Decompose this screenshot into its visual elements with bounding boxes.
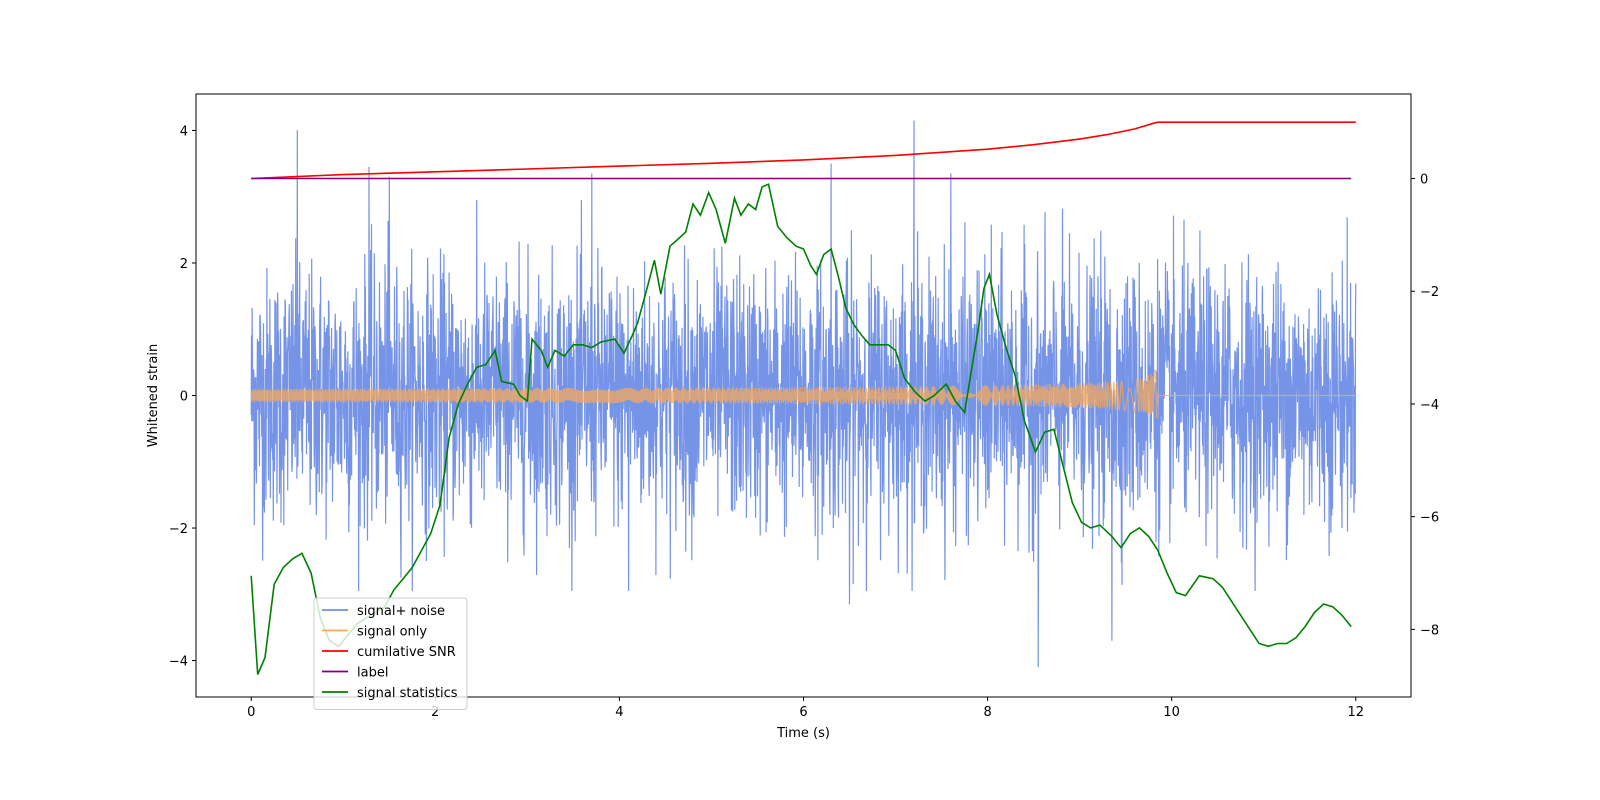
legend-label: label — [357, 666, 388, 681]
y2-tick-label: −8 — [1420, 623, 1439, 638]
legend-label: signal only — [357, 625, 427, 640]
y-tick-label: 0 — [180, 390, 188, 405]
x-tick-label: 12 — [1347, 705, 1364, 720]
y-tick-label: 2 — [180, 257, 188, 272]
legend-label: signal statistics — [357, 686, 458, 701]
y2-tick-label: −2 — [1420, 285, 1439, 300]
y2-tick-label: −6 — [1420, 511, 1439, 526]
x-tick-label: 6 — [799, 705, 807, 720]
y-tick-label: 4 — [180, 124, 188, 139]
series-cumulative-snr-line — [251, 121, 1356, 180]
y2-tick-label: −4 — [1420, 398, 1439, 413]
x-tick-label: 0 — [247, 705, 255, 720]
series-signal-only-line — [250, 369, 1356, 419]
x-tick-label: 8 — [983, 705, 991, 720]
x-tick-label: 4 — [615, 705, 623, 720]
y2-tick-label: 0 — [1420, 173, 1428, 188]
x-tick-label: 10 — [1163, 705, 1180, 720]
y-axis-label: Whitened strain — [146, 344, 161, 447]
x-tick-label: 2 — [431, 705, 439, 720]
axes: 0 2 4 6 8 10 12 −4 −2 0 2 4 −8 −6 −4 −2 0 — [169, 124, 1439, 720]
legend-box — [313, 597, 468, 710]
y-tick-label: −4 — [169, 655, 188, 670]
series-signal-statistics-line — [250, 183, 1352, 675]
x-axis-label: Time (s) — [776, 726, 830, 741]
legend-label: cumilative SNR — [357, 645, 456, 660]
legend-label: signal+ noise — [357, 604, 445, 619]
legend: signal+ noise signal only cumilative SNR la… — [313, 597, 468, 710]
y-tick-label: −2 — [169, 522, 188, 537]
plot-area — [250, 120, 1357, 675]
series-signal-noise-line — [250, 120, 1357, 668]
